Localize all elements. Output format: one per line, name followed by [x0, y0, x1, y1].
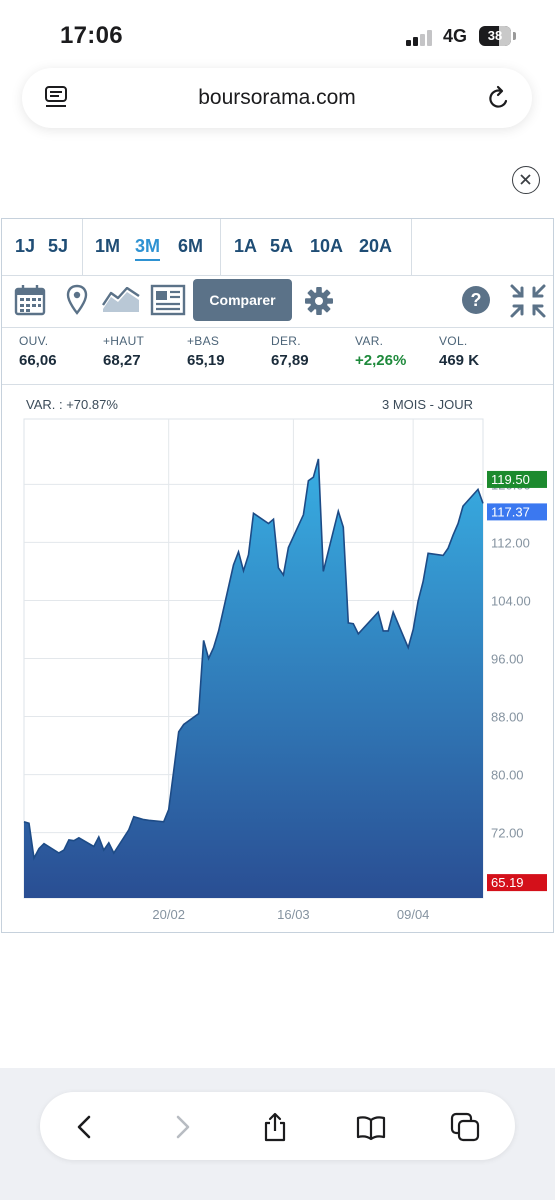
- period-selector: 1J 5J 1M 3M 6M 1A 5A 10A 20A: [2, 219, 553, 276]
- price-line: [23, 458, 484, 861]
- bookmarks-icon[interactable]: [356, 1112, 386, 1142]
- period-1a[interactable]: 1A: [234, 236, 258, 256]
- period-1j[interactable]: 1J: [15, 236, 36, 256]
- forward-arrow-icon[interactable]: [167, 1112, 197, 1142]
- x-tick-label: 09/04: [397, 907, 430, 922]
- stock-chart-widget: 1J 5J 1M 3M 6M 1A 5A 10A 20A: [1, 218, 554, 933]
- stat-open-value: 66,06: [19, 352, 57, 369]
- last-price-tag-box: [487, 503, 547, 521]
- x-tick-label: 16/03: [277, 907, 310, 922]
- tabs-icon[interactable]: [450, 1112, 480, 1142]
- period-6m[interactable]: 6M: [178, 236, 204, 256]
- stat-volume-value: 469 K: [439, 352, 480, 369]
- chart-toolbar: Comparer ?: [2, 275, 553, 328]
- stat-high-value: 68,27: [103, 352, 141, 369]
- reload-icon[interactable]: [486, 84, 512, 112]
- y-tick-label: 88.00: [491, 710, 524, 725]
- period-3m[interactable]: 3M: [135, 236, 161, 261]
- y-tick-label: 96.00: [491, 652, 524, 667]
- stat-low-label: +BAS: [187, 334, 220, 348]
- url-text[interactable]: boursorama.com: [198, 86, 356, 109]
- back-arrow-icon[interactable]: [70, 1112, 100, 1142]
- browser-nav-pill: [40, 1092, 515, 1160]
- network-type: 4G: [443, 26, 468, 46]
- y-tick-label: 72.00: [491, 826, 524, 841]
- period-5a[interactable]: 5A: [270, 236, 294, 256]
- stat-last-label: DER.: [271, 334, 301, 348]
- help-icon[interactable]: ?: [461, 285, 491, 315]
- page-menu-icon[interactable]: [44, 84, 68, 112]
- price-chart[interactable]: 120.00112.00104.0096.0088.0080.0072.0020…: [2, 219, 553, 932]
- period-1m[interactable]: 1M: [95, 236, 121, 256]
- last-price-tag: 117.37: [491, 504, 530, 519]
- area-chart-icon[interactable]: [102, 287, 140, 313]
- cellular-signal-icon: [406, 30, 432, 46]
- collapse-fullscreen-icon[interactable]: [508, 283, 548, 319]
- calendar-icon[interactable]: [14, 284, 46, 316]
- y-tick-label: 80.00: [491, 768, 524, 783]
- period-5j[interactable]: 5J: [48, 236, 69, 256]
- period-10a[interactable]: 10A: [310, 236, 344, 256]
- high-price-tag: 119.50: [491, 472, 530, 487]
- status-time: 17:06: [60, 22, 123, 49]
- close-icon: [520, 174, 531, 185]
- address-bar[interactable]: boursorama.com: [22, 68, 532, 128]
- stat-low-value: 65,19: [187, 352, 225, 369]
- battery-icon: 38: [479, 26, 517, 46]
- x-tick-label: 20/02: [152, 907, 185, 922]
- stat-open-label: OUV.: [19, 334, 49, 348]
- low-price-tag-box: [487, 874, 547, 892]
- chart-period-label: 3 MOIS - JOUR: [382, 397, 474, 412]
- stat-volume-label: VOL.: [439, 334, 468, 348]
- compare-button[interactable]: Comparer: [193, 279, 292, 321]
- map-pin-icon[interactable]: [66, 284, 88, 316]
- period-20a[interactable]: 20A: [359, 236, 393, 256]
- svg-text:?: ?: [471, 290, 482, 310]
- battery-level: 38: [487, 28, 503, 43]
- stat-var-label: VAR.: [355, 334, 384, 348]
- low-price-tag: 65.19: [491, 875, 524, 890]
- y-tick-label: 104.00: [491, 593, 531, 608]
- share-icon[interactable]: [260, 1112, 290, 1142]
- news-icon[interactable]: [150, 284, 186, 316]
- stat-var-value: +2,26%: [355, 352, 407, 369]
- close-widget-button[interactable]: [512, 166, 540, 194]
- settings-gear-icon[interactable]: [304, 286, 334, 316]
- browser-toolbar: [0, 1068, 555, 1200]
- stat-last-value: 67,89: [271, 352, 309, 369]
- quote-stats: OUV. 66,06 +HAUT 68,27 +BAS 65,19 DER. 6…: [2, 327, 553, 385]
- price-area: [24, 458, 483, 898]
- high-price-tag-box: [487, 470, 547, 488]
- period-variation: VAR. : +70.87%: [26, 397, 118, 412]
- y-tick-label: 112.00: [491, 535, 530, 550]
- stat-high-label: +HAUT: [103, 334, 145, 348]
